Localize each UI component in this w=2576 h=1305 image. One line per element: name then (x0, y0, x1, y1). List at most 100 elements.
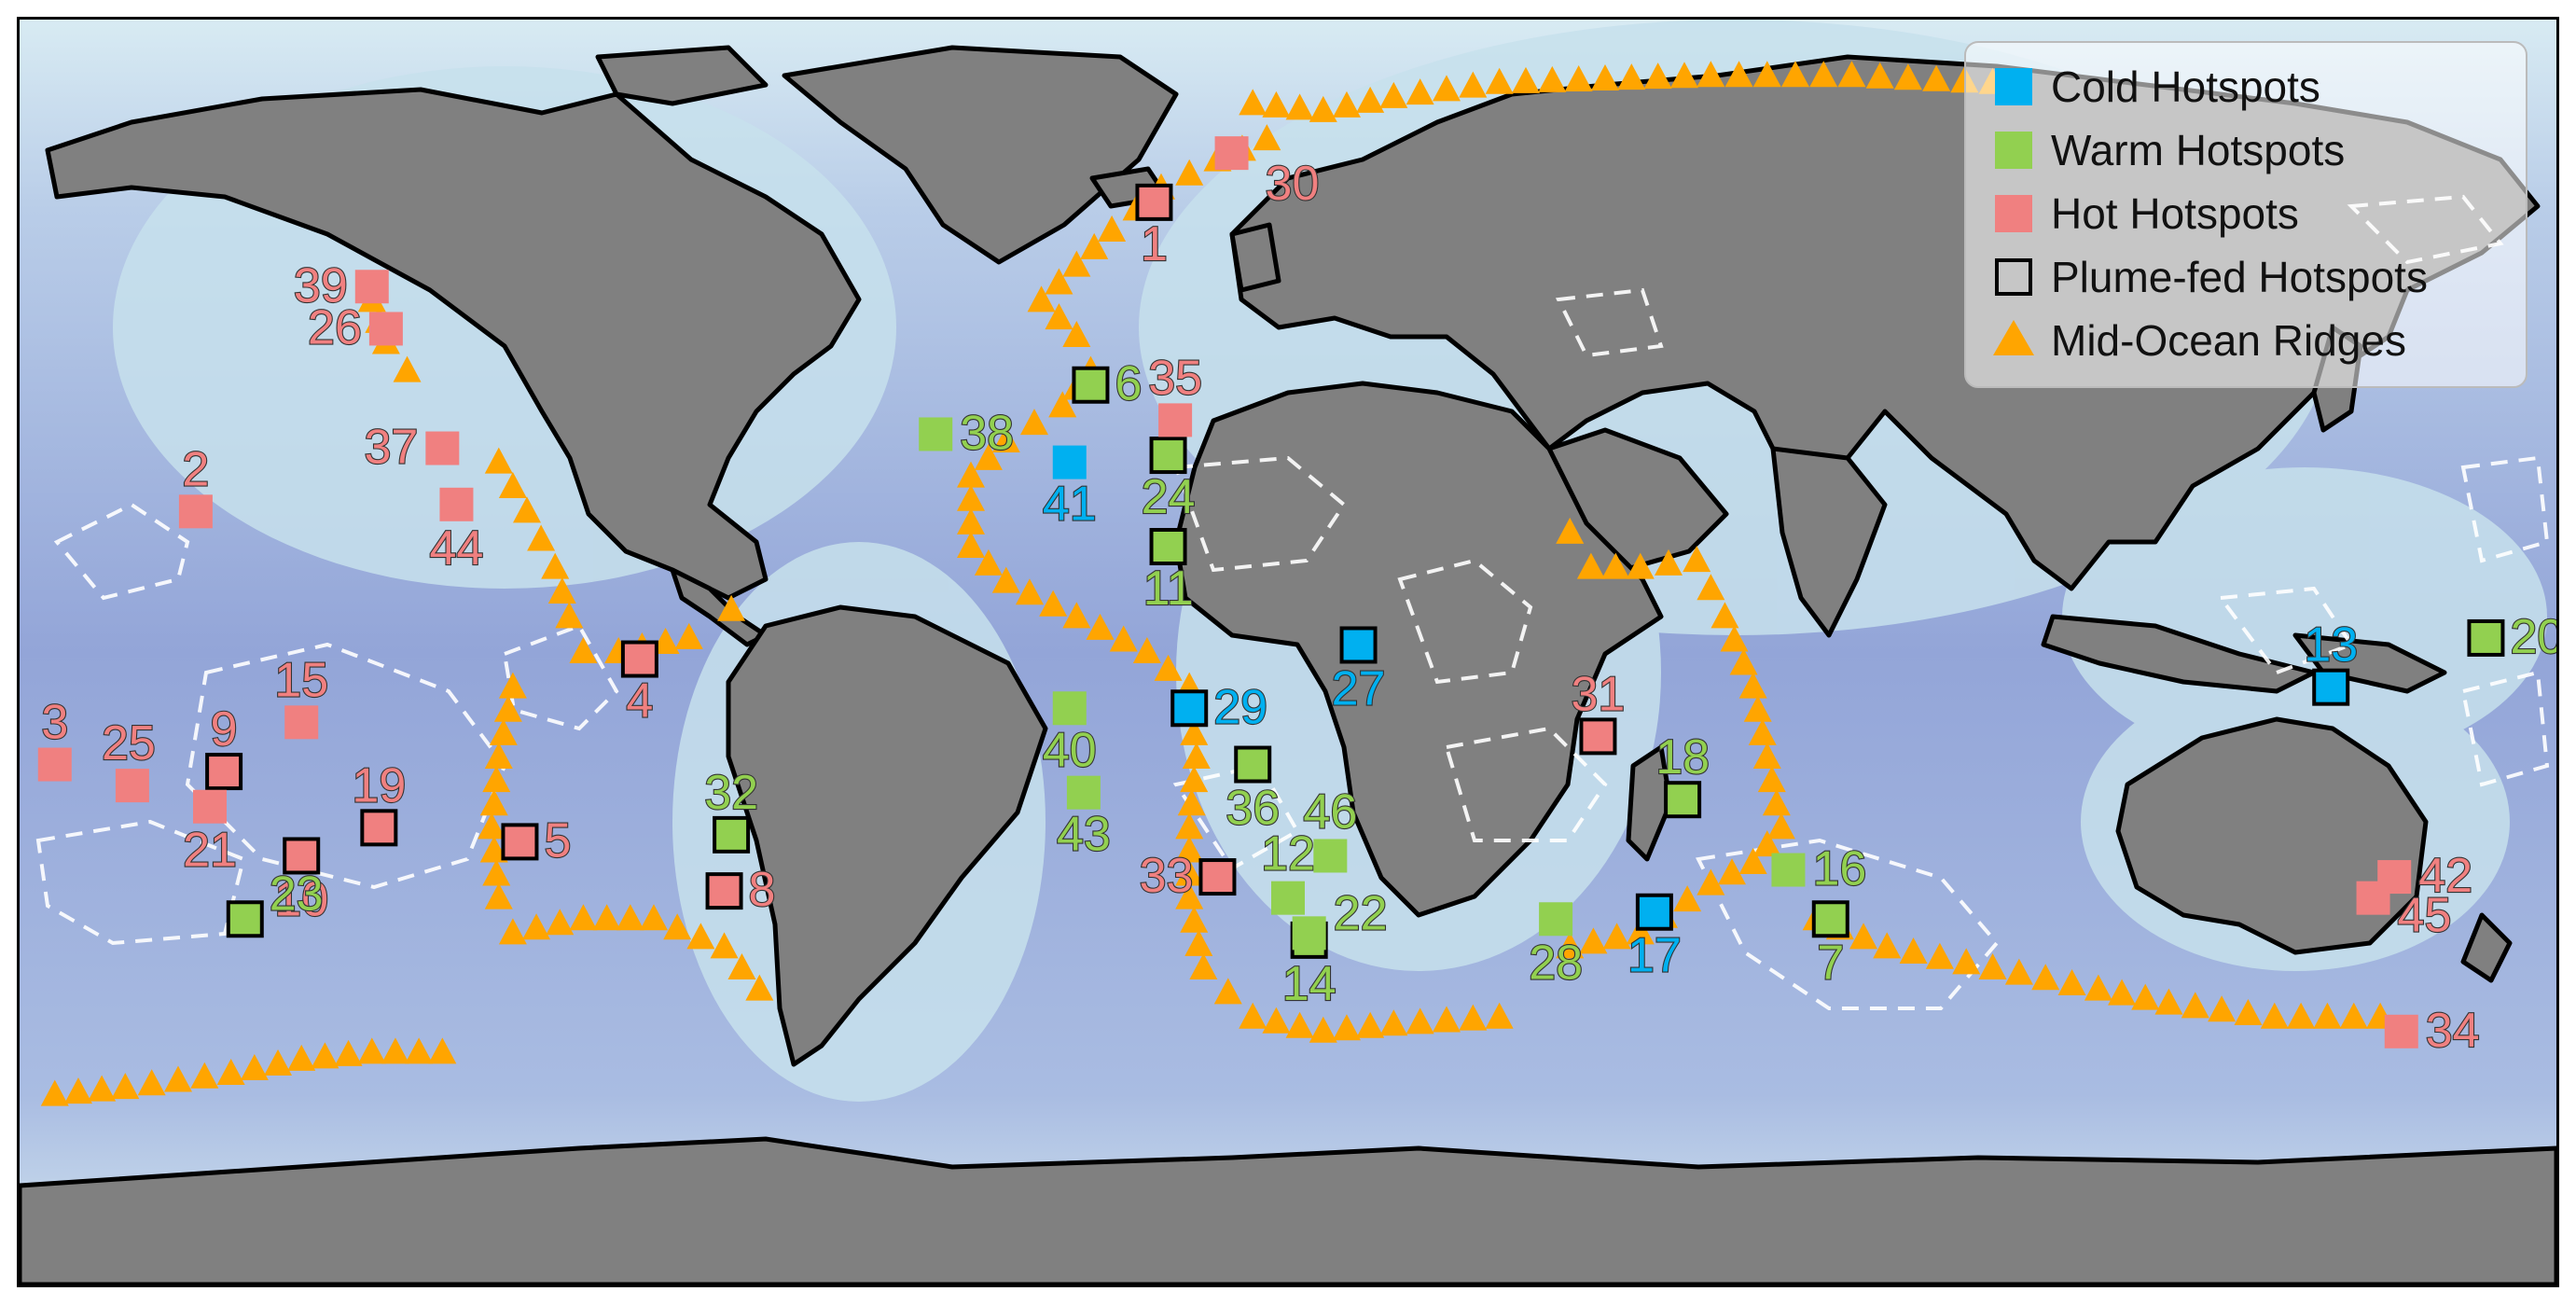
hotspot-marker-40 (1052, 691, 1087, 726)
hotspot-marker-28 (1539, 902, 1573, 937)
ridge-marker (1109, 625, 1138, 652)
ridge-marker (957, 532, 985, 558)
ridge-marker (974, 443, 1003, 470)
hotspot-label-22: 22 (1334, 886, 1388, 940)
hotspot-marker-3 (37, 747, 72, 782)
triangle-marker-icon (1993, 320, 2034, 355)
ridge-marker (1132, 637, 1161, 663)
ridge-marker (1849, 923, 1878, 950)
hotspot-label-34: 34 (2426, 1004, 2480, 1058)
ridge-marker (484, 882, 513, 909)
ridge-marker (546, 909, 575, 936)
hotspot-marker-15 (284, 705, 319, 740)
hotspot-label-21: 21 (183, 824, 237, 878)
ridge-marker (1922, 64, 1951, 91)
hotspot-label-18: 18 (1655, 730, 1710, 784)
hotspot-marker-25 (115, 769, 149, 803)
ridge-marker (957, 484, 985, 511)
ridge-marker (1899, 937, 1928, 965)
ridge-marker (428, 1037, 457, 1064)
ridge-marker (1952, 948, 1981, 975)
hotspot-marker-30 (1214, 136, 1249, 171)
hotspot-marker-13 (2312, 668, 2350, 706)
hotspot-marker-26 (368, 312, 403, 346)
hotspot-marker-31 (1579, 717, 1617, 756)
hotspot-marker-34 (2384, 1014, 2418, 1048)
ridge-marker (1253, 124, 1281, 151)
ridge-marker (1180, 766, 1209, 793)
ridge-marker (381, 1037, 409, 1064)
arctic-islands (595, 45, 769, 106)
ridge-marker (1762, 789, 1791, 816)
ridge-marker (522, 913, 551, 940)
ridge-marker (1865, 62, 1894, 89)
ridge-marker (1556, 932, 1585, 959)
ridge-marker (1175, 859, 1204, 886)
ridge-marker (1027, 285, 1056, 312)
ridge-marker (1285, 93, 1314, 120)
legend-box (1964, 41, 2528, 388)
ridge-marker (513, 496, 541, 523)
ridge-marker (1752, 743, 1781, 769)
ridge-marker (1062, 250, 1091, 277)
ridge-marker (674, 622, 703, 649)
ridge-marker (1925, 942, 1954, 969)
hotspot-label-5: 5 (544, 813, 571, 868)
hotspot-marker-9 (205, 753, 243, 791)
hotspot-label-4: 4 (626, 674, 653, 729)
hotspot-marker-7 (1811, 900, 1849, 938)
hotspot-marker-27 (1339, 626, 1378, 664)
legend-plume: Plume-fed Hotspots (2051, 253, 2428, 301)
hotspot-marker-44 (439, 487, 474, 521)
ridge-marker (541, 552, 570, 579)
south-america (726, 604, 1048, 1067)
hotspot-label-37: 37 (364, 421, 418, 475)
british-isles (1229, 222, 1281, 293)
hotspot-label-45: 45 (2398, 889, 2452, 943)
ridge-marker (1379, 81, 1408, 108)
hotspot-label-24: 24 (1142, 470, 1196, 524)
ridge-marker (1752, 61, 1781, 88)
ridge-marker (1039, 590, 1068, 617)
hotspot-marker-20 (2467, 618, 2505, 657)
ridge-marker (493, 695, 522, 722)
ridge-marker (1048, 391, 1077, 418)
ridge-marker (957, 507, 985, 534)
ridge-marker (190, 1062, 219, 1089)
ridge-marker (1626, 552, 1655, 579)
hotspot-label-46: 46 (1303, 784, 1357, 839)
ridge-marker (1020, 409, 1048, 436)
hotspot-label-8: 8 (749, 863, 776, 917)
ridge-marker (1579, 927, 1608, 954)
ridge-marker (1239, 1002, 1267, 1029)
ridge-marker (1062, 321, 1091, 347)
hotspot-markers: 1234567891011121314151617181920212223242… (37, 136, 2556, 1059)
ridge-marker (479, 836, 508, 863)
ridge-marker (745, 974, 774, 1001)
hotspot-label-32: 32 (704, 766, 758, 820)
hotspot-label-36: 36 (1226, 782, 1280, 836)
ridge-marker (1766, 812, 1795, 840)
ridge-marker (498, 918, 527, 945)
indonesia (2041, 614, 2317, 694)
hotspot-label-23: 23 (270, 867, 324, 921)
hotspot-label-30: 30 (1266, 157, 1320, 211)
hotspot-label-33: 33 (1140, 849, 1194, 903)
ridge-marker (1332, 90, 1361, 118)
ridge-marker (2057, 968, 2086, 995)
ridge-marker (357, 1037, 386, 1064)
australia (2115, 716, 2429, 955)
legend-hot: Hot Hotspots (2051, 189, 2299, 238)
ridge-marker (686, 923, 715, 950)
ridge-marker (1356, 1011, 1385, 1038)
ridge-marker (569, 904, 598, 931)
ridge-marker (555, 602, 584, 629)
ridge-marker (88, 1075, 117, 1102)
hotspot-marker-12 (1271, 881, 1305, 915)
ridge-marker (1873, 932, 1902, 959)
ridge-marker (1556, 517, 1585, 544)
ridge-marker (1459, 71, 1488, 98)
ridge-marker (2260, 1002, 2289, 1029)
ridge-marker (405, 1037, 434, 1064)
ridge-marker (482, 859, 511, 886)
